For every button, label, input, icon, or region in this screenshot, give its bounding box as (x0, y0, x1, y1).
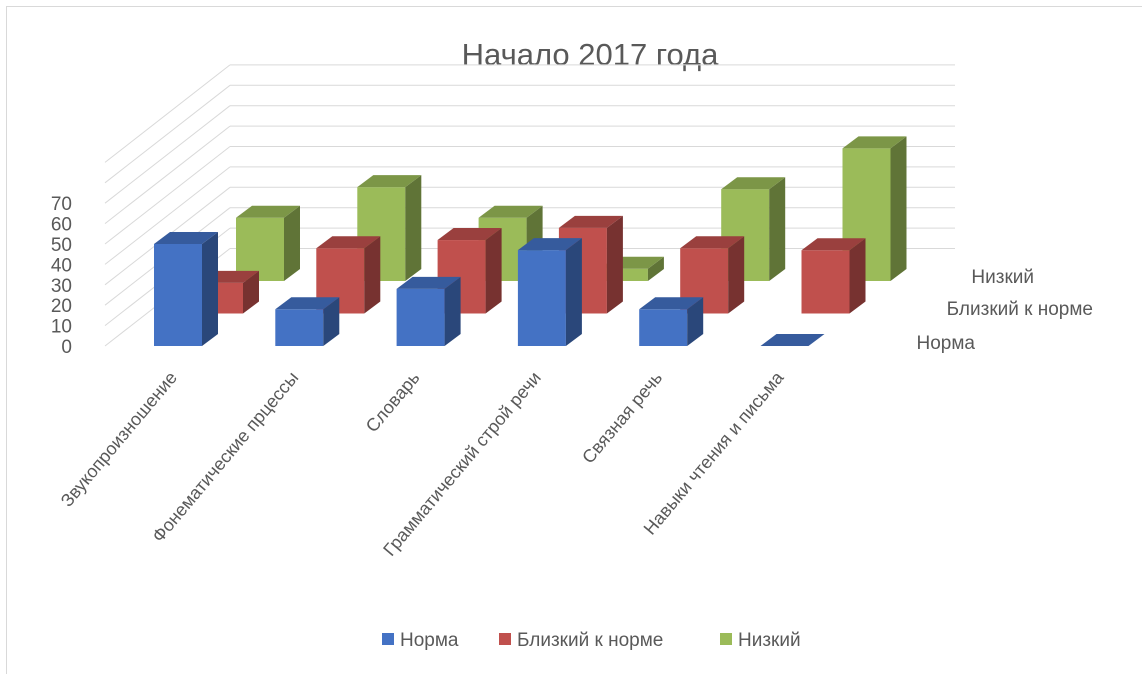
legend-swatch (499, 633, 511, 645)
gridline (104, 105, 231, 204)
y-tick-label: 10 (51, 317, 72, 338)
legend-swatch (720, 633, 732, 645)
gridline (104, 166, 231, 265)
bar (396, 276, 461, 346)
legend-label: Низкий (738, 630, 801, 651)
bar (236, 205, 300, 281)
chart-area (6, 6, 1142, 674)
depth-axis-label: Низкий (971, 267, 1034, 288)
depth-axis-label: Близкий к норме (947, 299, 1093, 320)
depth-axis-label: Норма (917, 333, 976, 354)
bar (639, 297, 704, 346)
legend-swatch (382, 633, 394, 645)
y-tick-label: 70 (51, 194, 72, 215)
legend-label: Близкий к норме (517, 630, 663, 651)
category-label: Фонематические прцессы (148, 368, 302, 546)
bar (721, 177, 786, 281)
legend: Норма Близкий к норме Низкий (382, 630, 801, 651)
gridline (104, 64, 231, 163)
category-label: Звукопроизношение (57, 368, 181, 511)
category-label: Навыки чтения и письма (640, 367, 789, 539)
bar (517, 238, 582, 346)
bar (275, 297, 340, 346)
y-tick-label: 40 (51, 255, 72, 276)
gridline (104, 125, 231, 224)
bar (316, 236, 381, 314)
y-tick-label: 30 (51, 276, 72, 297)
category-label: Связная речь (578, 368, 666, 468)
y-tick-label: 60 (51, 215, 72, 236)
category-label: Словарь (362, 368, 424, 436)
depth-axis: Норма Близкий к норме Низкий (917, 267, 1093, 354)
chart-title: Начало 2017 года (462, 37, 719, 72)
bar (760, 334, 825, 347)
legend-label: Норма (400, 630, 459, 651)
y-tick-label: 0 (61, 337, 72, 358)
gridline (104, 84, 231, 184)
bar (154, 232, 218, 346)
bar (801, 238, 866, 314)
y-tick-label: 50 (51, 235, 72, 256)
bars (154, 136, 907, 347)
gridline (104, 146, 231, 245)
y-tick-label: 20 (51, 296, 72, 317)
